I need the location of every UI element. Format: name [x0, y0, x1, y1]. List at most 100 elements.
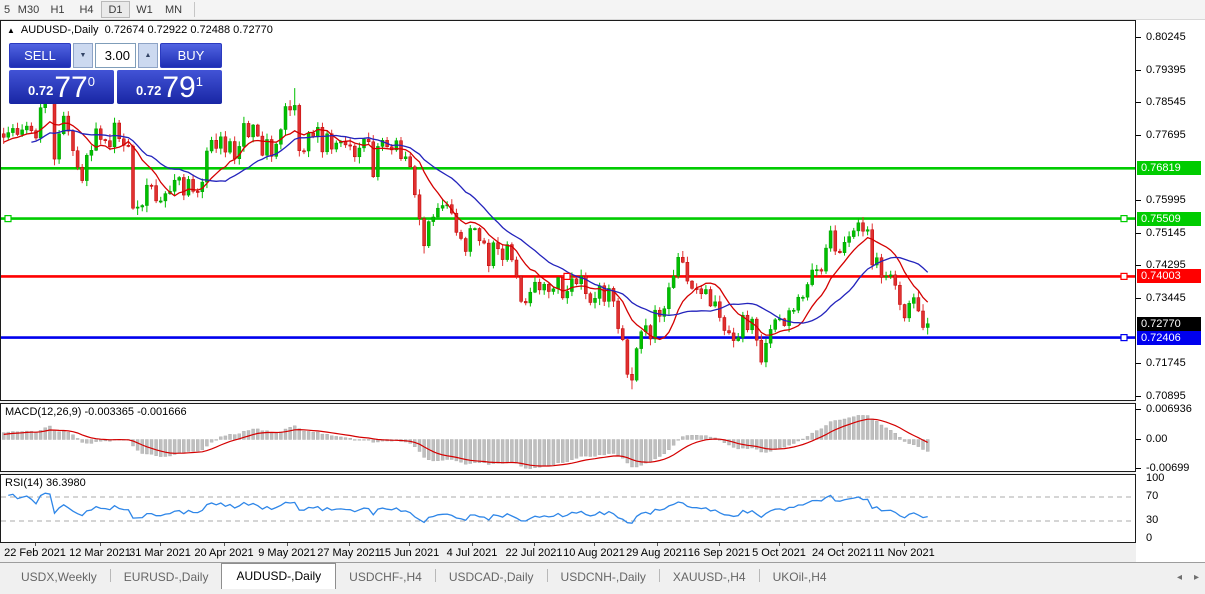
- candles-layer: [1, 88, 930, 390]
- ohlc-close: 0.72770: [233, 24, 273, 36]
- tab-ukoil-h4[interactable]: UKOil-,H4: [772, 570, 827, 584]
- line-handle-right[interactable]: [1120, 215, 1128, 223]
- tab-usdchf-h4[interactable]: USDCHF-,H4: [349, 570, 422, 584]
- buy-price-big: 79: [162, 71, 196, 104]
- price-tick-label: 0.74295: [1146, 259, 1186, 271]
- ohlc-open: 0.72674: [104, 24, 145, 36]
- tabs-scroll-right-icon[interactable]: ▸: [1193, 572, 1199, 583]
- line-handle-left[interactable]: [4, 215, 12, 223]
- price-badge-0.75509: 0.75509: [1137, 212, 1201, 226]
- date-label: 20 Apr 2021: [194, 547, 254, 559]
- macd-signal-line: [3, 418, 928, 467]
- rsi-chart: [1, 492, 1135, 524]
- date-tick-mark: [904, 543, 905, 546]
- rsi-scale-label: 0: [1146, 532, 1153, 544]
- status-strip: [0, 589, 1205, 594]
- price-tick-mark: [1136, 37, 1141, 38]
- timeframe-button-mn[interactable]: MN: [164, 3, 183, 16]
- date-label: 22 Feb 2021: [4, 547, 66, 559]
- tab-usdx-weekly[interactable]: USDX,Weekly: [21, 570, 97, 584]
- tab-usdcnh-daily[interactable]: USDCNH-,Daily: [560, 570, 646, 584]
- tab-divider: [658, 569, 660, 582]
- price-tick-mark: [1136, 363, 1141, 364]
- date-tick-mark: [409, 543, 410, 546]
- sell-button[interactable]: SELL: [9, 43, 71, 68]
- date-tick-mark: [224, 543, 225, 546]
- price-tick-label: 0.75145: [1146, 227, 1186, 239]
- buy-price-tile[interactable]: 0.72 79 1: [117, 70, 222, 104]
- line-handle-right[interactable]: [1120, 272, 1128, 280]
- macd-tick-mark: [1136, 468, 1141, 469]
- line-handle-right[interactable]: [1120, 334, 1128, 342]
- date-tick-mark: [534, 543, 535, 546]
- tab-divider: [434, 569, 436, 582]
- sell-price-tile[interactable]: 0.72 77 0: [9, 70, 114, 104]
- rsi-scale-label: 30: [1146, 514, 1159, 526]
- sell-price-sup: 0: [87, 74, 95, 89]
- price-tick-mark: [1136, 70, 1141, 71]
- timeframe-button-5[interactable]: 5: [3, 3, 11, 16]
- price-tick-mark: [1136, 200, 1141, 201]
- date-label: 16 Sep 2021: [687, 547, 751, 559]
- toolbar-separator: [194, 2, 195, 17]
- tab-audusd-daily[interactable]: AUDUSD-,Daily: [221, 563, 337, 590]
- timeframe-button-d1[interactable]: D1: [101, 1, 130, 18]
- price-axis: 0.80245 0.79395 0.78545 0.77695 0.75995 0.751…: [1136, 20, 1205, 562]
- timeframe-button-h4[interactable]: H4: [79, 3, 94, 16]
- price-tick-mark: [1136, 233, 1141, 234]
- line-handle-center[interactable]: [563, 272, 571, 280]
- date-label: 31 Mar 2021: [129, 547, 191, 559]
- price-tick-mark: [1136, 102, 1141, 103]
- price-pane: ▲ AUDUSD-,Daily 0.72674 0.72922 0.72488 0…: [0, 20, 1136, 401]
- volume-decrease-button[interactable]: ▼: [73, 43, 93, 68]
- timeframe-button-w1[interactable]: W1: [136, 3, 153, 16]
- date-label: 27 May 2021: [317, 547, 381, 559]
- timeframe-button-m30[interactable]: M30: [17, 3, 40, 16]
- date-label: 15 Jun 2021: [378, 547, 440, 559]
- rsi-scale-label: 70: [1146, 490, 1159, 502]
- sell-price-big: 77: [54, 71, 88, 104]
- volume-input[interactable]: [95, 43, 136, 68]
- date-tick-mark: [719, 543, 720, 546]
- timeframe-toolbar: 5 M30 H1 H4 D1 W1 MN: [0, 0, 1205, 20]
- macd-histogram: [2, 415, 930, 469]
- chart-tabs-bar: USDX,Weekly EURUSD-,Daily AUDUSD-,Daily USD…: [0, 562, 1205, 590]
- tab-eurusd-daily[interactable]: EURUSD-,Daily: [123, 570, 209, 584]
- price-tick-mark: [1136, 135, 1141, 136]
- rsi-pane: RSI(14) 36.3980: [0, 474, 1136, 543]
- buy-price-prefix: 0.72: [136, 83, 162, 98]
- rsi-label: RSI(14) 36.3980: [5, 477, 86, 489]
- tab-usdcad-daily[interactable]: USDCAD-,Daily: [448, 570, 534, 584]
- date-tick-mark: [779, 543, 780, 546]
- ma-10-line: [3, 120, 929, 341]
- volume-increase-button[interactable]: ▲: [138, 43, 158, 68]
- date-tick-mark: [35, 543, 36, 546]
- price-badge-0.72770: 0.72770: [1137, 317, 1201, 331]
- price-badge-0.72406: 0.72406: [1137, 331, 1201, 345]
- price-tick-mark: [1136, 298, 1141, 299]
- price-tick-label: 0.78545: [1146, 96, 1186, 108]
- price-badge-0.76819: 0.76819: [1137, 161, 1201, 175]
- symbol-label: AUDUSD-,Daily: [20, 24, 99, 36]
- tab-divider: [546, 569, 548, 582]
- date-tick-mark: [657, 543, 658, 546]
- ohlc-high: 0.72922: [147, 24, 188, 36]
- date-label: 29 Aug 2021: [626, 547, 688, 559]
- tab-divider: [758, 569, 760, 582]
- date-label: 12 Mar 2021: [69, 547, 131, 559]
- macd-tick-mark: [1136, 439, 1141, 440]
- tab-divider: [109, 569, 111, 582]
- buy-button[interactable]: BUY: [160, 43, 222, 68]
- price-tick-mark: [1136, 396, 1141, 397]
- price-tick-label: 0.75995: [1146, 194, 1186, 206]
- tabs-scroll-left-icon[interactable]: ◂: [1176, 572, 1182, 583]
- price-tick-label: 0.70895: [1146, 390, 1186, 402]
- chart-title: ▲ AUDUSD-,Daily 0.72674 0.72922 0.72488 0…: [7, 24, 273, 36]
- timeframe-button-h1[interactable]: H1: [50, 3, 65, 16]
- rsi-scale-label: 100: [1146, 472, 1165, 484]
- macd-pane: MACD(12,26,9) -0.003365 -0.001666: [0, 403, 1136, 472]
- collapse-chart-icon[interactable]: ▲: [7, 26, 15, 35]
- price-tick-label: 0.73445: [1146, 292, 1186, 304]
- sell-price-prefix: 0.72: [28, 83, 54, 98]
- tab-xauusd-h4[interactable]: XAUUSD-,H4: [672, 570, 746, 584]
